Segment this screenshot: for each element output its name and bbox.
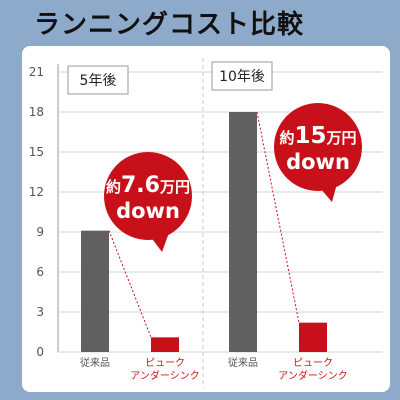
savings-amount: 約7.6万円 <box>106 173 190 198</box>
y-tick-label: 18 <box>29 105 44 119</box>
savings-amount: 約15万円 <box>279 123 356 149</box>
y-tick-label: 9 <box>36 225 44 239</box>
chart-title: ランニングコスト比較 <box>34 10 305 40</box>
y-tick-label: 21 <box>29 65 44 79</box>
savings-down-label: down <box>116 199 180 223</box>
category-label: 従来品 <box>228 356 258 369</box>
period-label: 10年後 <box>219 69 265 85</box>
callout-tail <box>150 230 170 252</box>
savings-unit: 万円 <box>326 129 357 147</box>
bar-conventional <box>229 112 257 352</box>
category-label: ピューク <box>145 357 185 369</box>
y-tick-label: 12 <box>29 185 44 199</box>
savings-value: 7.6 <box>121 173 160 198</box>
period-label-box <box>67 65 129 95</box>
bar-puuk <box>151 337 179 352</box>
savings-value: 15 <box>294 123 326 149</box>
category-label: ピューク <box>293 357 333 369</box>
reduction-connector <box>108 230 152 338</box>
y-tick-label: 3 <box>36 305 44 319</box>
y-tick-label: 6 <box>36 265 44 279</box>
category-label: 従来品 <box>80 356 110 369</box>
savings-unit: 万円 <box>159 178 190 196</box>
savings-prefix: 約 <box>279 129 294 147</box>
period-label-box <box>211 61 273 91</box>
bar-conventional <box>81 230 109 352</box>
savings-prefix: 約 <box>106 178 121 196</box>
y-tick-label: 15 <box>29 145 44 159</box>
category-label: アンダーシンク <box>130 369 199 382</box>
savings-down-label: down <box>286 150 350 174</box>
savings-callout-bubble <box>274 103 362 191</box>
y-tick-label: 0 <box>36 345 44 359</box>
period-label: 5年後 <box>80 73 117 89</box>
callout-tail <box>320 180 338 202</box>
category-label: アンダーシンク <box>278 369 347 382</box>
bar-puuk <box>299 322 327 352</box>
savings-callout-bubble <box>104 152 192 240</box>
